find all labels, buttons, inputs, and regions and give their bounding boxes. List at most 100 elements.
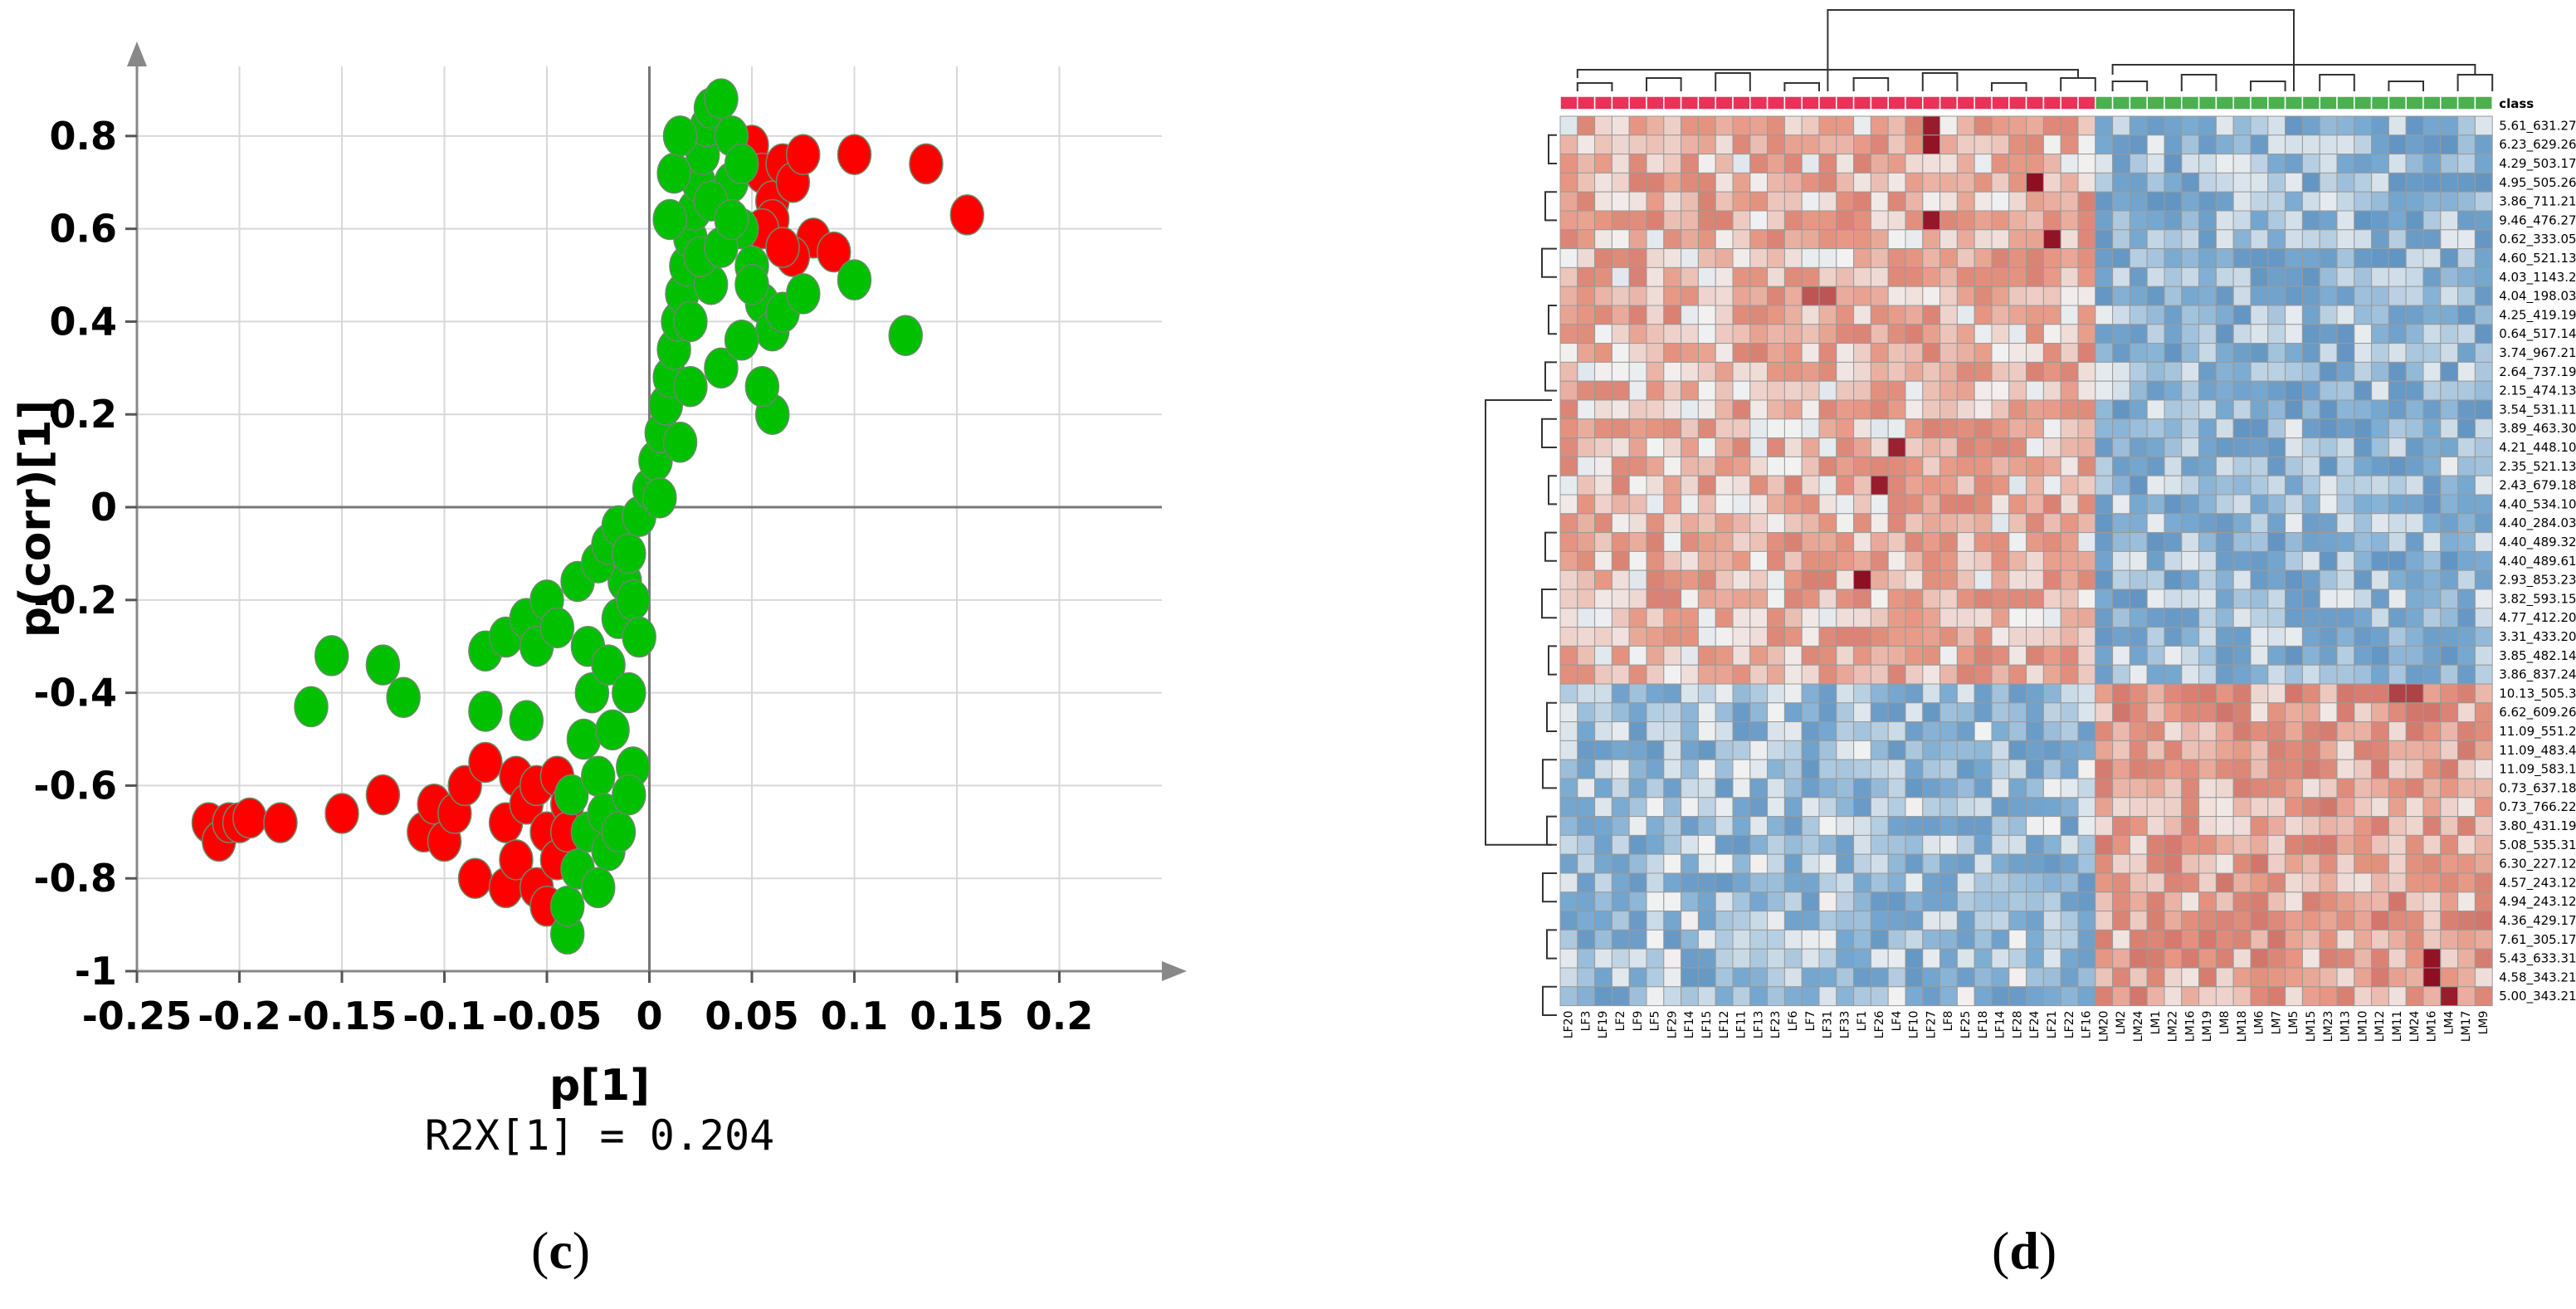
heatmap-cell (1973, 361, 1993, 382)
heatmap-cell (2354, 437, 2373, 457)
heatmap-cell (1749, 550, 1769, 571)
column-label: LF9 (1632, 1011, 1645, 1032)
heatmap-cell (2095, 608, 2114, 628)
heatmap-cell (2060, 154, 2079, 173)
heatmap-cell (2095, 456, 2114, 476)
heatmap-cell (1956, 343, 1975, 363)
heatmap-cell (1663, 134, 1682, 155)
heatmap-cell (1973, 248, 1993, 268)
heatmap-cell (1922, 853, 1941, 874)
heatmap-cell (2474, 948, 2493, 969)
heatmap-cell (2405, 532, 2424, 552)
heatmap-cell (1973, 683, 1993, 704)
heatmap-cell (1818, 589, 1837, 609)
heatmap-cell (2440, 911, 2459, 930)
heatmap-cell (1577, 456, 1596, 476)
heatmap-cell (1559, 702, 1578, 723)
heatmap-cell (1956, 437, 1975, 457)
heatmap-cell (2181, 134, 2200, 155)
heatmap-cell (2405, 399, 2424, 420)
heatmap-cell (1594, 305, 1612, 325)
heatmap-cell (2095, 437, 2114, 457)
heatmap-cell (1956, 115, 1975, 136)
heatmap-cell (1681, 872, 1699, 893)
heatmap-cell (2422, 343, 2442, 363)
heatmap-cell (2129, 589, 2148, 609)
heatmap-cell (1611, 286, 1630, 306)
heatmap-cell (1870, 532, 1889, 552)
heatmap-cell (2112, 627, 2130, 647)
x-tick-label: 0.05 (705, 994, 799, 1038)
row-label: 4.94_243.1239m/z (2499, 894, 2576, 910)
heatmap-cell (1853, 532, 1871, 552)
heatmap-cell (2301, 986, 2320, 1007)
heatmap-cell (2146, 418, 2165, 439)
heatmap-cell (2371, 248, 2389, 268)
heatmap-cell (2112, 986, 2130, 1007)
heatmap-cell (1801, 872, 1820, 893)
heatmap-cell (2336, 834, 2355, 855)
heatmap-cell (2146, 286, 2165, 306)
heatmap-cell (1594, 248, 1612, 268)
heatmap-cell (1577, 891, 1596, 912)
heatmap-cell (2198, 437, 2217, 457)
heatmap-cell (2301, 210, 2320, 231)
heatmap-cell (2457, 380, 2476, 401)
heatmap-cell (2146, 456, 2165, 476)
heatmap-cell (2405, 872, 2424, 893)
heatmap-cell (2301, 627, 2320, 647)
heatmap-cell (2388, 380, 2407, 401)
heatmap-cell (1801, 967, 1820, 988)
heatmap-cell (1870, 115, 1889, 136)
row-label: 5.61_631.2793m/z (2499, 118, 2576, 134)
heatmap-cell (2474, 266, 2493, 287)
class-annotation-cell (1887, 95, 1906, 110)
heatmap-cell (2026, 740, 2044, 760)
heatmap-cell (2008, 683, 2027, 704)
heatmap-cell (1628, 929, 1647, 950)
class-annotation-cell (1611, 95, 1630, 110)
heatmap-cell (2129, 324, 2148, 344)
heatmap-cell (2440, 569, 2459, 590)
heatmap-cell (2267, 399, 2286, 420)
heatmap-cell (2474, 134, 2493, 155)
heatmap-cell (1611, 986, 1630, 1007)
heatmap-cell (2129, 986, 2148, 1007)
heatmap-cell (2181, 929, 2200, 950)
heatmap-cell (2215, 967, 2234, 988)
heatmap-cell (2198, 721, 2217, 741)
heatmap-cell (2042, 399, 2061, 420)
heatmap-cell (1732, 266, 1751, 287)
heatmap-cell (2354, 891, 2373, 912)
heatmap-cell (2129, 437, 2148, 457)
heatmap-cell (2042, 494, 2061, 515)
heatmap-cell (2388, 324, 2407, 344)
heatmap-cell (2198, 986, 2217, 1007)
heatmap-cell (2077, 115, 2096, 136)
heatmap-cell (2181, 154, 2200, 173)
heatmap-cell (1697, 456, 1716, 476)
heatmap-cell (1715, 569, 1734, 590)
heatmap-cell (1646, 513, 1665, 534)
heatmap-cell (2060, 891, 2079, 912)
heatmap-cell (2112, 967, 2130, 988)
heatmap-cell (1783, 872, 1803, 893)
heatmap-cell (2440, 664, 2459, 685)
heatmap-cell (2008, 608, 2027, 628)
heatmap-cell (1697, 494, 1716, 515)
heatmap-cell (1559, 929, 1578, 950)
heatmap-cell (2422, 115, 2442, 136)
class-annotation-cell (1663, 95, 1682, 110)
heatmap-cell (1887, 456, 1906, 476)
heatmap-cell (1905, 513, 1924, 534)
heatmap-cell (2008, 834, 2027, 855)
heatmap-cell (2129, 305, 2148, 325)
heatmap-cell (1594, 853, 1612, 874)
heatmap-cell (2095, 343, 2114, 363)
heatmap-cell (2112, 853, 2130, 874)
heatmap-cell (2095, 664, 2114, 685)
heatmap-cell (2336, 361, 2355, 382)
heatmap-cell (1870, 740, 1889, 760)
heatmap-cell (1559, 589, 1578, 609)
heatmap-cell (1646, 154, 1665, 173)
